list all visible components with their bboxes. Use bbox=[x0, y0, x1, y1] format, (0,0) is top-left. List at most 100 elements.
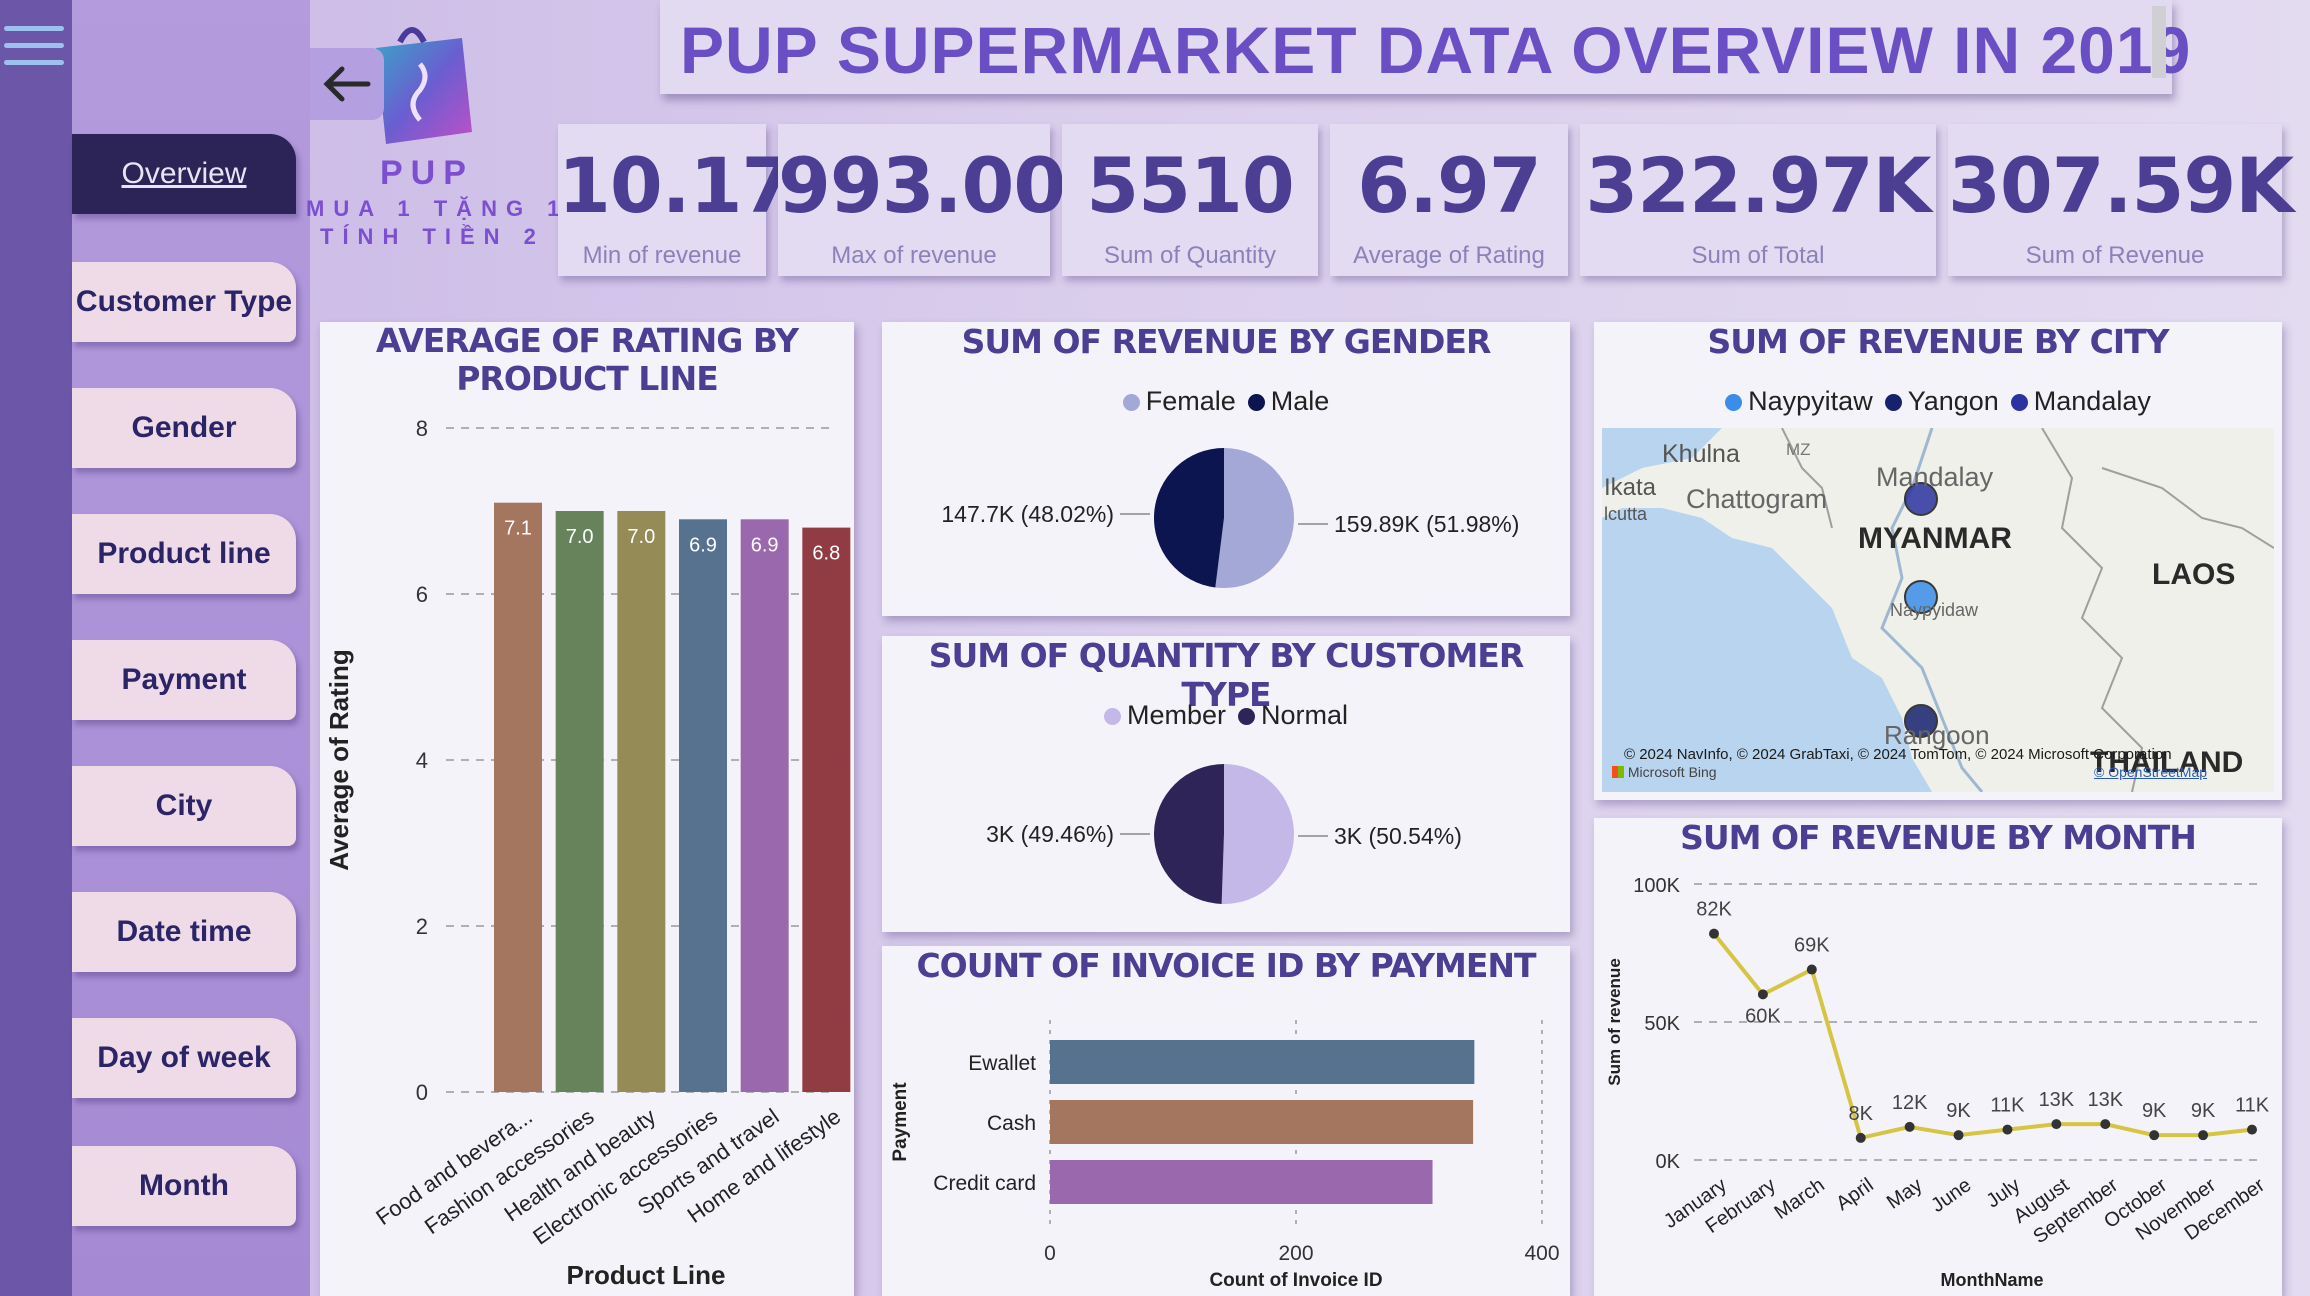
rating-by-product-line-panel: AVERAGE OF RATING BY PRODUCT LINE 0 2 4 6 8 7… bbox=[320, 322, 854, 1296]
customer-type-pie-chart: 3K (50.54%) 3K (49.46%) bbox=[986, 764, 1462, 904]
x-axis-title: Product Line bbox=[567, 1260, 726, 1290]
y-tick-label: 0 bbox=[416, 1080, 428, 1105]
legend-label: Normal bbox=[1261, 700, 1349, 730]
bar bbox=[1050, 1100, 1474, 1144]
legend-label: Member bbox=[1126, 700, 1226, 730]
hamburger-menu-icon[interactable] bbox=[4, 26, 64, 77]
legend-item-normal[interactable]: Normal bbox=[1238, 700, 1348, 730]
x-tick-label: June bbox=[1927, 1174, 1975, 1217]
nav-payment[interactable]: Payment bbox=[72, 640, 296, 720]
city-legend: Naypyitaw Yangon Mandalay bbox=[1594, 386, 2282, 417]
kpi-value: 10.17 bbox=[558, 141, 794, 230]
back-button[interactable] bbox=[310, 48, 384, 120]
kpi-sum-quantity: 5510 Sum of Quantity bbox=[1062, 124, 1318, 276]
data-point bbox=[2002, 1124, 2013, 1135]
microsoft-logo-icon bbox=[1612, 766, 1624, 778]
brand-name: PUP bbox=[380, 154, 474, 192]
map-label: THAILAND bbox=[2090, 746, 2244, 779]
map-label: Chattogram bbox=[1686, 484, 1828, 514]
x-tick-label: 400 bbox=[1524, 1242, 1559, 1265]
brand-tagline-1: MUA 1 TẶNG 1 bbox=[306, 196, 569, 221]
title-banner: PUP SUPERMARKET DATA OVERVIEW IN 2019 bbox=[660, 0, 2190, 94]
legend-label: Male bbox=[1270, 386, 1330, 416]
legend-item-male[interactable]: Male bbox=[1247, 386, 1330, 416]
chart-title: SUM OF REVENUE BY CITY bbox=[1707, 322, 2169, 361]
data-point bbox=[2051, 1119, 2062, 1130]
pie-slice bbox=[1215, 448, 1294, 588]
y-tick-label: 50K bbox=[1644, 1013, 1680, 1035]
legend-item-female[interactable]: Female bbox=[1122, 386, 1236, 416]
kpi-value: 307.59K bbox=[1948, 141, 2294, 230]
nav-date-time[interactable]: Date time bbox=[72, 892, 296, 972]
bar bbox=[679, 519, 727, 1092]
page-title: PUP SUPERMARKET DATA OVERVIEW IN 2019 bbox=[680, 13, 2192, 87]
kpi-sum-total: 322.97K Sum of Total bbox=[1580, 124, 1936, 276]
bar bbox=[617, 511, 666, 1092]
nav-gender[interactable]: Gender bbox=[72, 388, 296, 468]
nav-customer-type[interactable]: Customer Type bbox=[72, 262, 296, 342]
x-tick-label: May bbox=[1883, 1174, 1927, 1214]
data-label: 6.9 bbox=[751, 534, 779, 556]
data-label: 9K bbox=[2191, 1100, 2216, 1122]
data-label: 9K bbox=[2142, 1100, 2167, 1122]
map-marker-mandalay[interactable] bbox=[1904, 482, 1938, 516]
data-label: 12K bbox=[1892, 1092, 1928, 1114]
kpi-label: Sum of Quantity bbox=[1103, 242, 1277, 269]
y-tick-label: 2 bbox=[416, 914, 428, 939]
pie-slice bbox=[1153, 764, 1224, 904]
nav-product-line[interactable]: Product line bbox=[72, 514, 296, 594]
map-osm-link[interactable]: © OpenStreetMap bbox=[2094, 764, 2208, 780]
data-label: 3K (50.54%) bbox=[1334, 823, 1462, 849]
kpi-min-revenue: 10.17 Min of revenue bbox=[558, 124, 794, 276]
data-label: 69K bbox=[1794, 935, 1830, 957]
data-point bbox=[1709, 928, 1719, 939]
map-marker-naypyitaw[interactable] bbox=[1904, 580, 1938, 614]
y-axis-title: Payment bbox=[890, 1082, 911, 1162]
series-line bbox=[1712, 932, 2253, 1141]
y-tick-label: Credit card bbox=[933, 1172, 1036, 1195]
arrow-left-icon bbox=[323, 66, 371, 102]
nav-overview[interactable]: Overview bbox=[72, 134, 296, 214]
data-label: 6.8 bbox=[812, 543, 840, 565]
bar bbox=[555, 511, 604, 1092]
legend-label: Mandalay bbox=[2033, 386, 2151, 416]
legend-item-naypyitaw[interactable]: Naypyitaw bbox=[1725, 386, 1873, 416]
legend-item-mandalay[interactable]: Mandalay bbox=[2010, 386, 2151, 416]
quantity-by-customer-type-panel: SUM OF QUANTITY BY CUSTOMER TYPE Member N… bbox=[882, 636, 1570, 932]
kpi-label: Max of revenue bbox=[831, 242, 997, 269]
month-line-chart: 0K50K100K82KJanuary60KFebruary69KMarch8K… bbox=[1605, 875, 2270, 1290]
data-label: 9K bbox=[1946, 1100, 1971, 1122]
x-axis-title: MonthName bbox=[1941, 1270, 2044, 1290]
chart-title: SUM OF QUANTITY BY CUSTOMER TYPE bbox=[928, 636, 1525, 714]
data-point bbox=[2149, 1130, 2160, 1141]
pie-slice bbox=[1221, 764, 1294, 904]
kpi-label: Average of Rating bbox=[1353, 242, 1545, 269]
data-label: 147.7K (48.02%) bbox=[941, 501, 1114, 527]
revenue-by-gender-panel: SUM OF REVENUE BY GENDER Female Male 159.… bbox=[882, 322, 1570, 616]
x-axis-title: Count of Invoice ID bbox=[1209, 1270, 1382, 1291]
nav-day-of-week[interactable]: Day of week bbox=[72, 1018, 296, 1098]
data-label: 13K bbox=[2087, 1089, 2123, 1111]
legend-item-member[interactable]: Member bbox=[1103, 700, 1226, 730]
data-label: 6.9 bbox=[689, 534, 717, 556]
map-marker-yangon[interactable] bbox=[1904, 704, 1938, 738]
map-bing-logo: Microsoft Bing bbox=[1612, 764, 1717, 780]
logo bbox=[300, 14, 550, 254]
legend-item-yangon[interactable]: Yangon bbox=[1884, 386, 1999, 416]
x-tick-label: 0 bbox=[1044, 1242, 1056, 1265]
nav-month[interactable]: Month bbox=[72, 1146, 296, 1226]
map-label: Mandalay bbox=[1876, 462, 1994, 492]
map-area[interactable]: Khulna Chattogram Ikata lcutta MZ Mandal… bbox=[1602, 428, 2274, 792]
map-label: Khulna bbox=[1662, 440, 1740, 468]
data-label: 82K bbox=[1696, 899, 1732, 921]
payment-bar-chart: 0 200 400 Ewallet Cash Credit card Payment Coun… bbox=[890, 1020, 1560, 1291]
invoice-by-payment-panel: COUNT OF INVOICE ID BY PAYMENT 0 200 400 Ew… bbox=[882, 946, 1570, 1296]
title-scrollbar[interactable] bbox=[2152, 6, 2166, 78]
y-tick-label: Cash bbox=[987, 1112, 1036, 1135]
map-attribution: © 2024 NavInfo, © 2024 GrabTaxi, © 2024 … bbox=[1624, 746, 2172, 763]
customer-type-legend: Member Normal bbox=[882, 700, 1570, 731]
nav-city[interactable]: City bbox=[72, 766, 296, 846]
revenue-by-city-panel: SUM OF REVENUE BY CITY Naypyitaw Yangon Ma… bbox=[1594, 322, 2282, 800]
bar bbox=[802, 527, 851, 1092]
gender-legend: Female Male bbox=[882, 386, 1570, 417]
